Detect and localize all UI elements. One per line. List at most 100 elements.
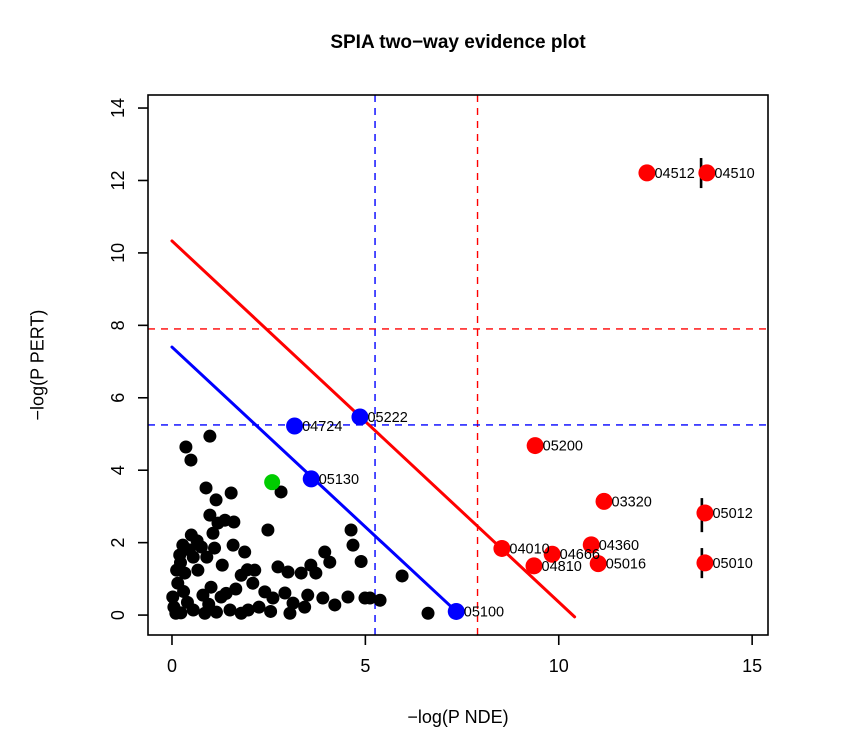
- pathway-label-04512: 04512: [654, 166, 694, 182]
- black-point: [266, 591, 280, 605]
- black-point: [328, 598, 342, 612]
- black-point: [395, 569, 409, 583]
- black-point: [224, 486, 238, 500]
- black-point: [346, 538, 360, 552]
- y-tick-label: 10: [108, 243, 128, 263]
- black-point: [271, 560, 285, 574]
- x-tick-label: 0: [167, 656, 177, 676]
- black-point: [301, 588, 315, 602]
- black-point: [169, 606, 183, 620]
- pathway-point-05200: [526, 437, 544, 455]
- y-tick-label: 6: [108, 393, 128, 403]
- pathway-label-05222: 05222: [367, 410, 407, 426]
- pathway-label-05012: 05012: [712, 506, 752, 522]
- black-point: [173, 556, 187, 570]
- chart-title: SPIA two−way evidence plot: [330, 32, 586, 53]
- pathway-point-05222: [351, 408, 369, 426]
- black-point: [274, 485, 288, 499]
- black-point: [252, 600, 266, 614]
- black-point: [209, 493, 223, 507]
- black-point: [184, 453, 198, 467]
- pathway-point-05010: [696, 554, 714, 572]
- black-point: [344, 523, 358, 537]
- pathway-point-05012: [696, 504, 714, 522]
- pathway-point-04512: [638, 164, 656, 182]
- pathway-point-05100: [447, 602, 465, 620]
- pathway-label-05130: 05130: [319, 472, 359, 488]
- x-tick-label: 10: [549, 656, 569, 676]
- pathway-label-05010: 05010: [712, 556, 752, 572]
- black-point: [318, 545, 332, 559]
- black-point: [323, 555, 337, 569]
- y-tick-label: 4: [108, 465, 128, 475]
- pathway-label-04510: 04510: [714, 166, 754, 182]
- pathway-label-04360: 04360: [599, 538, 639, 554]
- y-tick-label: 2: [108, 538, 128, 548]
- plot-box: [147, 94, 769, 636]
- black-point: [204, 580, 218, 594]
- green-point: [264, 474, 281, 491]
- black-point: [209, 605, 223, 619]
- pathway-label-03320: 03320: [612, 494, 652, 510]
- black-point: [198, 606, 212, 620]
- pathway-label-04010: 04010: [509, 541, 549, 557]
- y-tick-label: 0: [108, 610, 128, 620]
- pathway-point-04724: [286, 417, 304, 435]
- black-point: [229, 582, 243, 596]
- black-point: [264, 604, 278, 618]
- black-point: [261, 523, 275, 537]
- black-point: [238, 545, 252, 559]
- pathway-point-04810: [525, 557, 543, 575]
- x-tick-label: 5: [360, 656, 370, 676]
- black-point: [191, 563, 205, 577]
- pathway-label-05016: 05016: [606, 557, 646, 573]
- pathway-label-04810: 04810: [542, 559, 582, 575]
- black-point: [227, 515, 241, 529]
- black-point: [421, 606, 435, 620]
- black-point: [182, 543, 196, 557]
- black-point: [309, 566, 323, 580]
- black-point: [363, 591, 377, 605]
- black-point: [281, 565, 295, 579]
- black-point: [206, 526, 220, 540]
- y-tick-label: 8: [108, 320, 128, 330]
- black-point: [219, 586, 233, 600]
- black-point: [286, 596, 300, 610]
- pathway-point-04666: [543, 545, 561, 563]
- black-point: [223, 603, 237, 617]
- black-point: [190, 534, 204, 548]
- pathway-point-04510: [698, 164, 716, 182]
- x-axis-label: −log(P NDE): [407, 707, 509, 727]
- pathway-label-04666: 04666: [560, 547, 600, 563]
- black-point: [246, 576, 260, 590]
- black-point: [240, 563, 254, 577]
- black-point: [283, 606, 297, 620]
- black-point: [200, 550, 214, 564]
- black-point: [203, 508, 217, 522]
- pathway-point-05016: [589, 555, 607, 573]
- black-point: [177, 585, 191, 599]
- black-point: [294, 566, 308, 580]
- black-point: [199, 481, 213, 495]
- black-point: [178, 566, 192, 580]
- black-point: [208, 541, 222, 555]
- black-point: [211, 516, 225, 530]
- black-point: [203, 429, 217, 443]
- pathway-point-04010: [493, 539, 511, 557]
- black-point: [234, 606, 248, 620]
- black-point: [341, 590, 355, 604]
- black-point: [166, 590, 180, 604]
- pathway-label-04724: 04724: [302, 419, 342, 435]
- black-point: [226, 538, 240, 552]
- y-axis-label: −log(P PERT): [27, 309, 48, 421]
- black-point: [180, 595, 194, 609]
- x-tick-label: 15: [742, 656, 762, 676]
- red-diagonal-line: [170, 239, 577, 619]
- pathway-point-03320: [595, 492, 613, 510]
- y-tick-label: 14: [108, 98, 128, 118]
- pathway-label-05200: 05200: [543, 439, 583, 455]
- black-point: [316, 591, 330, 605]
- pathway-point-04360: [582, 536, 600, 554]
- y-tick-label: 12: [108, 170, 128, 190]
